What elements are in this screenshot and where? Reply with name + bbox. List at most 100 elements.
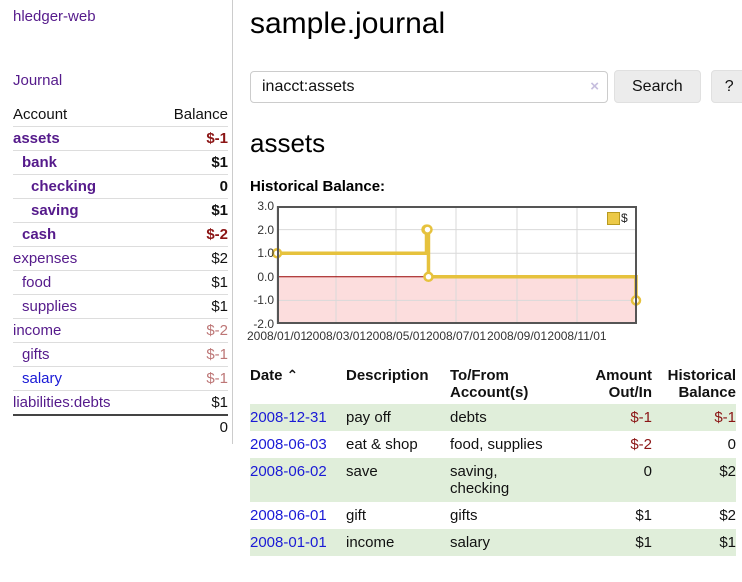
- accounts-header-balance: Balance: [173, 106, 228, 123]
- transaction-balance: $2: [652, 458, 736, 502]
- transaction-accounts: food, supplies: [450, 436, 543, 453]
- main-content: sample.journal × Search ? assets Histori…: [247, 0, 742, 556]
- chart-legend: $: [606, 211, 629, 225]
- account-link-liabilities-debts[interactable]: liabilities:debts: [13, 394, 111, 411]
- account-link-gifts[interactable]: gifts: [22, 346, 50, 363]
- account-link-cash[interactable]: cash: [22, 226, 57, 243]
- sort-ascending-icon[interactable]: ⌃: [286, 367, 299, 383]
- transaction-date-link[interactable]: 2008-12-31: [250, 409, 327, 426]
- account-balance: $-1: [151, 342, 228, 367]
- accounts-total-row: 0: [13, 414, 228, 439]
- account-link-salary[interactable]: salary: [22, 370, 63, 387]
- transaction-description: income: [346, 529, 450, 556]
- transaction-row: 2008-06-01 gift gifts $1 $2: [250, 502, 736, 529]
- transaction-accounts: debts: [450, 404, 580, 431]
- transaction-description: pay off: [346, 404, 450, 431]
- search-form: × Search ?: [250, 70, 742, 103]
- account-row: gifts $-1: [13, 342, 228, 367]
- y-axis-tick-label: 3.0: [257, 199, 274, 213]
- transactions-column-header: Date ⌃: [250, 367, 299, 384]
- transaction-row: 2008-12-31 pay off debts $-1 $-1: [250, 404, 736, 431]
- account-balance: $-1: [151, 126, 228, 151]
- x-axis-tick-label: 2008/03/01: [305, 329, 367, 343]
- transaction-balance: $-1: [652, 404, 736, 431]
- sidebar: hledger-web Journal Account Balance asse…: [0, 0, 233, 444]
- account-row: assets $-1: [13, 126, 228, 151]
- legend-label: $: [621, 211, 628, 225]
- help-button[interactable]: ?: [710, 70, 742, 103]
- transactions-column-header: Amount Out/In: [595, 367, 652, 401]
- app-brand-link[interactable]: hledger-web: [13, 8, 96, 25]
- account-balance: $1: [151, 150, 228, 175]
- account-link-bank[interactable]: bank: [22, 154, 58, 171]
- transaction-amount: 0: [580, 458, 652, 502]
- y-axis-tick-label: -2.0: [253, 317, 274, 331]
- transaction-row: 2008-06-02 save saving, checking 0 $2: [250, 458, 736, 502]
- account-link-food[interactable]: food: [22, 274, 52, 291]
- chart-data-point: [422, 224, 433, 235]
- account-balance: $-2: [151, 318, 228, 343]
- y-axis-tick-label: 0.0: [257, 269, 274, 284]
- account-balance: $1: [151, 198, 228, 223]
- account-heading: assets: [250, 128, 326, 158]
- account-row: saving $1: [13, 198, 228, 223]
- account-link-checking[interactable]: checking: [31, 178, 97, 195]
- transaction-amount: $1: [635, 507, 652, 524]
- account-row: expenses $2: [13, 246, 228, 271]
- search-input[interactable]: [250, 70, 608, 103]
- account-link-saving[interactable]: saving: [31, 202, 79, 219]
- transaction-description: eat & shop: [346, 436, 418, 453]
- transaction-amount: $1: [580, 529, 652, 556]
- accounts-table-body: assets $-1 bank $1 checking 0 saving $1 cash $-2 e…: [13, 126, 228, 415]
- account-balance: $1: [151, 390, 228, 415]
- transaction-accounts: saving, checking: [450, 458, 580, 502]
- transaction-date-link[interactable]: 2008-06-01: [250, 507, 327, 524]
- legend-swatch-icon: [607, 211, 620, 225]
- chart-svg: [271, 206, 642, 324]
- x-axis-tick-label: 2008/05/01: [365, 329, 427, 343]
- transaction-amount: $-2: [630, 436, 652, 453]
- account-balance: $1: [151, 294, 228, 319]
- transaction-row: 2008-06-03 eat & shop food, supplies $-2 0: [250, 431, 736, 458]
- transaction-row: 2008-01-01 income salary $1 $1: [250, 529, 736, 556]
- accounts-table: Account Balance assets $-1 bank $1 checking 0…: [13, 103, 228, 439]
- transactions-column-header: To/From Account(s): [450, 367, 529, 401]
- transaction-accounts: gifts: [450, 507, 478, 524]
- search-input-wrap: ×: [250, 70, 608, 103]
- accounts-total-value: 0: [151, 414, 228, 439]
- transaction-date-link[interactable]: 2008-06-03: [250, 436, 327, 453]
- search-button[interactable]: Search: [614, 70, 701, 103]
- transaction-amount: $-1: [580, 404, 652, 431]
- accounts-header-account: Account: [13, 106, 68, 123]
- account-link-income[interactable]: income: [13, 322, 62, 339]
- sidebar-item-journal[interactable]: Journal: [13, 72, 63, 89]
- x-axis-tick-label: 2008/07/01: [425, 329, 487, 343]
- clear-search-icon[interactable]: ×: [590, 77, 599, 95]
- transaction-date-link[interactable]: 2008-06-02: [250, 463, 327, 480]
- transactions-column-header: Description: [346, 367, 429, 384]
- account-row: checking 0: [13, 174, 228, 199]
- transaction-balance: $2: [719, 507, 736, 524]
- transactions-column-header: Historical Balance: [667, 367, 736, 401]
- transaction-date-link[interactable]: 2008-01-01: [250, 534, 327, 551]
- account-row: bank $1: [13, 150, 228, 175]
- x-axis-tick-label: 2008/09/01: [486, 329, 548, 343]
- transactions-table-body: 2008-12-31 pay off debts $-1 $-1 2008-06-03 ea…: [250, 404, 736, 556]
- account-balance: $2: [151, 246, 228, 271]
- account-balance: $1: [151, 270, 228, 295]
- transactions-header-row: Date ⌃ Description To/From Account(s) Amount O…: [250, 365, 736, 404]
- account-row: liabilities:debts $1: [13, 390, 228, 415]
- transactions-table: Date ⌃ Description To/From Account(s) Amount O…: [250, 365, 736, 556]
- transaction-description: save: [346, 458, 450, 502]
- transaction-accounts: salary: [450, 529, 580, 556]
- transaction-description: gift: [346, 507, 367, 524]
- account-link-expenses[interactable]: expenses: [13, 250, 78, 267]
- y-axis-tick-label: 2.0: [257, 222, 274, 237]
- page-title: sample.journal: [250, 7, 446, 40]
- account-row: salary $-1: [13, 366, 228, 391]
- account-link-supplies[interactable]: supplies: [22, 298, 78, 315]
- transaction-balance: $1: [652, 529, 736, 556]
- account-row: income $-2: [13, 318, 228, 343]
- account-link-assets[interactable]: assets: [13, 130, 60, 147]
- account-balance: 0: [151, 174, 228, 199]
